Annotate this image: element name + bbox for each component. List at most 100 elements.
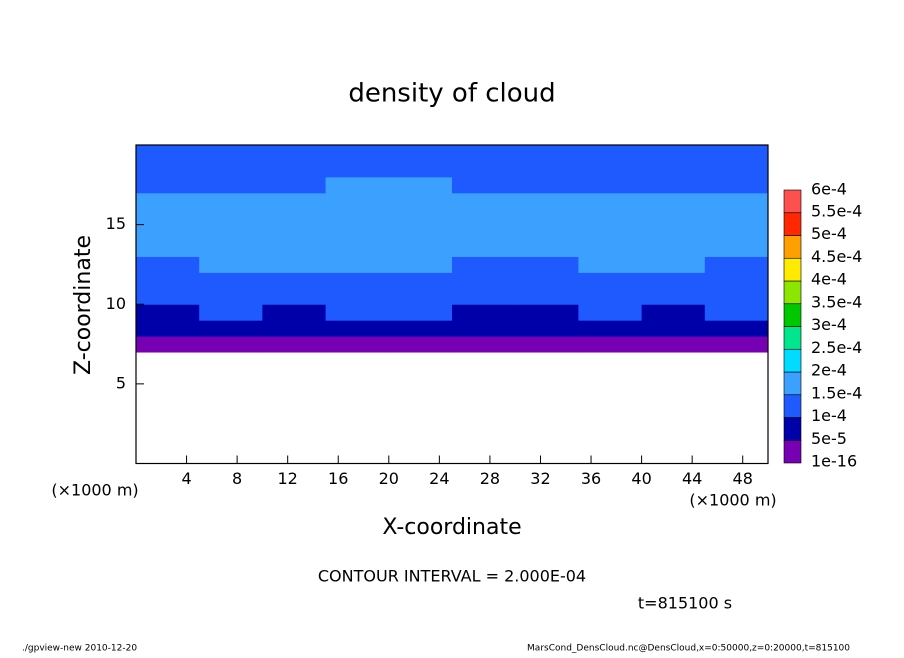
field-cell — [452, 176, 516, 194]
field-cell — [515, 288, 579, 305]
field-cell — [452, 336, 516, 353]
field-cell — [388, 256, 453, 273]
colorbar-box — [783, 394, 802, 418]
field-cell — [136, 240, 200, 257]
colorbar-box — [783, 326, 802, 350]
colorbar-label: 5.5e-4 — [811, 201, 862, 220]
field-cell — [262, 160, 327, 178]
field-cell — [262, 272, 327, 289]
field-cell — [641, 160, 706, 178]
colorbar-label: 4.5e-4 — [811, 247, 862, 266]
field-cell — [199, 240, 263, 257]
field-cell — [199, 320, 263, 337]
field-cell — [325, 224, 390, 242]
field-cell — [452, 304, 516, 321]
field-cell — [578, 304, 643, 321]
field-cell — [452, 145, 516, 162]
field-cell — [262, 288, 327, 305]
field-cell — [199, 272, 263, 289]
field-cell — [136, 176, 200, 194]
colorbar-box — [783, 257, 802, 282]
field-cell — [136, 208, 200, 226]
field-cell — [325, 176, 390, 194]
field-cell — [325, 304, 390, 321]
y-axis-label: Z-coordinate — [71, 235, 96, 375]
field-cell — [452, 240, 516, 257]
field-cell — [578, 208, 643, 226]
field-cell — [136, 320, 200, 337]
field-cell — [515, 145, 579, 162]
x-tick-label: 44 — [682, 469, 702, 488]
x-tick-label: 4 — [181, 469, 191, 488]
colorbar-label: 1.5e-4 — [811, 383, 862, 402]
field-cell — [325, 145, 390, 162]
field-cell — [325, 288, 390, 305]
x-tick-label: 16 — [328, 469, 348, 488]
field-cell — [388, 272, 453, 289]
field-cell — [641, 336, 706, 353]
colorbar-label: 1e-4 — [811, 406, 847, 425]
colorbar-label: 5e-4 — [811, 224, 847, 243]
field-cell — [641, 208, 706, 226]
field-cell — [704, 320, 769, 337]
field-cell — [515, 240, 579, 257]
field-cell — [199, 304, 263, 321]
field-cell — [578, 192, 643, 210]
field-cell — [641, 304, 706, 321]
field-cell — [704, 224, 769, 242]
field-cell — [515, 224, 579, 242]
field-cell — [388, 145, 453, 162]
field-cell — [262, 320, 327, 337]
field-cell — [199, 176, 263, 194]
footer-left: ./gpview-new 2010-12-20 — [22, 644, 137, 654]
field-cell — [325, 272, 390, 289]
field-cell — [262, 208, 327, 226]
field-cell — [199, 224, 263, 242]
colorbar-box — [783, 417, 802, 441]
colorbar-label: 2.5e-4 — [811, 338, 862, 357]
field-cell — [325, 208, 390, 226]
field-cell — [641, 320, 706, 337]
field-cell — [199, 145, 263, 162]
field-cell — [515, 256, 579, 273]
x-tick-label: 40 — [631, 469, 651, 488]
field-cell — [136, 288, 200, 305]
field-cell — [578, 160, 643, 178]
field-cell — [136, 272, 200, 289]
field-cell — [578, 176, 643, 194]
field-cell — [641, 192, 706, 210]
field-cell — [136, 256, 200, 273]
field-cell — [578, 145, 643, 162]
field-cell — [641, 224, 706, 242]
field-cell — [704, 160, 769, 178]
field-cell — [641, 256, 706, 273]
field-cell — [262, 304, 327, 321]
field-cell — [388, 160, 453, 178]
field-cell — [199, 192, 263, 210]
field-cell — [262, 240, 327, 257]
colorbar-label: 4e-4 — [811, 270, 847, 289]
y-unit: (×1000 m) — [51, 481, 138, 500]
field-cell — [388, 176, 453, 194]
field-cell — [199, 160, 263, 178]
field-cell — [199, 256, 263, 273]
field-cell — [262, 145, 327, 162]
colorbar-box — [783, 348, 802, 373]
field-cell — [199, 208, 263, 226]
field-cell — [578, 288, 643, 305]
field-cell — [578, 240, 643, 257]
colorbar-label: 3.5e-4 — [811, 292, 862, 311]
colorbar-box — [783, 235, 802, 259]
colorbar-box — [783, 439, 802, 464]
field-cell — [136, 192, 200, 210]
colorbar-label: 2e-4 — [811, 361, 847, 380]
field-cell — [452, 192, 516, 210]
x-tick-label: 36 — [581, 469, 601, 488]
field — [136, 145, 769, 353]
field-cell — [515, 320, 579, 337]
field-cell — [136, 224, 200, 242]
field-cell — [641, 145, 706, 162]
x-tick-label: 20 — [379, 469, 399, 488]
field-cell — [325, 256, 390, 273]
